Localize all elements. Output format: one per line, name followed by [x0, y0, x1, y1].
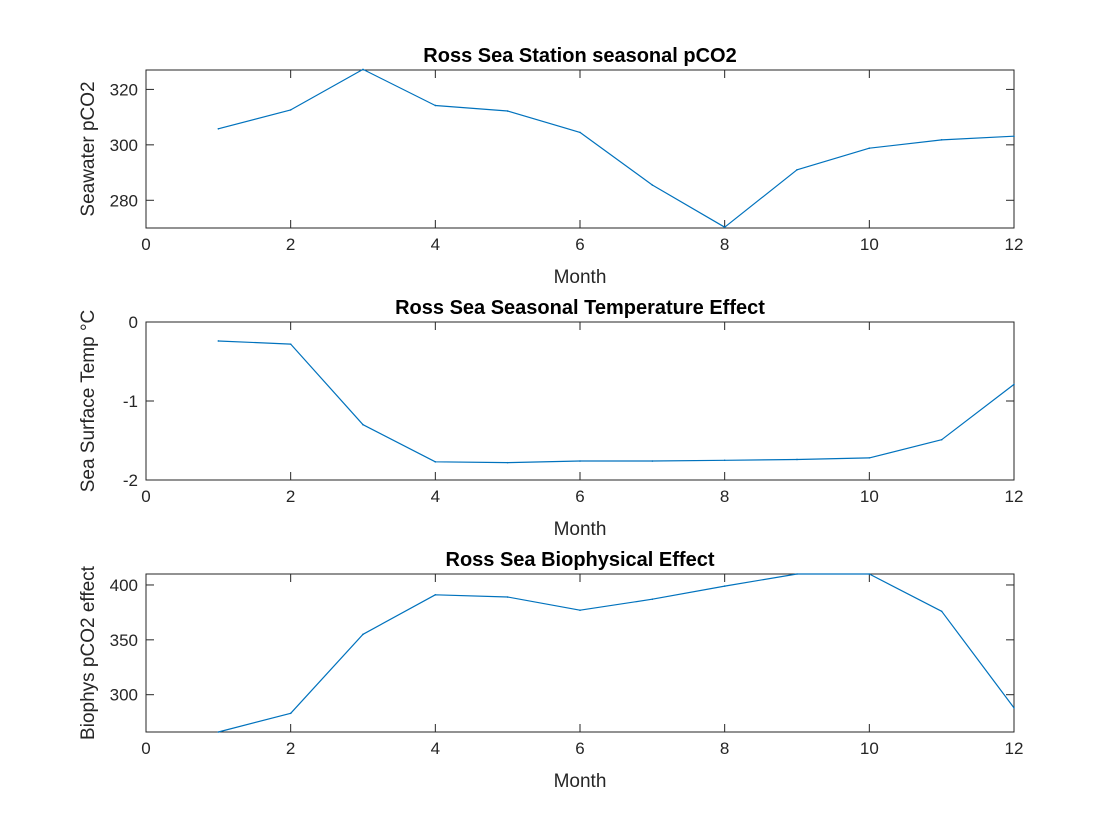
data-point	[506, 110, 509, 112]
y-tick-label: 0	[129, 313, 138, 332]
x-axis-label: Month	[554, 519, 607, 540]
data-point	[940, 438, 943, 441]
data-point	[217, 127, 220, 130]
x-axis-label: Month	[554, 771, 607, 792]
data-point	[362, 68, 364, 71]
y-tick-label: -1	[123, 392, 138, 411]
data-point	[723, 226, 726, 228]
x-tick-label: 6	[575, 235, 584, 254]
data-point	[940, 610, 943, 613]
x-tick-label: 2	[286, 739, 295, 758]
x-tick-label: 10	[860, 235, 879, 254]
x-tick-label: 4	[431, 235, 440, 254]
x-tick-label: 2	[286, 487, 295, 506]
x-tick-label: 4	[431, 487, 440, 506]
data-point	[796, 458, 798, 461]
data-point	[506, 461, 509, 464]
y-axis-label: Seawater pCO2	[78, 81, 99, 216]
x-axis-label: Month	[554, 267, 607, 288]
y-axis-label: Sea Surface Temp °C	[78, 310, 99, 493]
data-point	[217, 340, 220, 342]
data-point	[434, 104, 437, 107]
data-point	[289, 109, 292, 111]
y-tick-label: 350	[110, 631, 138, 650]
subplot-seawater-pco2: Ross Sea Station seasonal pCO2 Month Sea…	[78, 45, 1023, 288]
data-point	[1013, 707, 1015, 709]
plot-area	[145, 69, 1015, 229]
x-tick-label: 6	[575, 739, 584, 758]
chart-title: Ross Sea Seasonal Temperature Effect	[395, 297, 765, 319]
data-point	[723, 459, 726, 462]
data-point	[579, 460, 581, 462]
series-line	[218, 573, 1015, 733]
x-tick-label: 0	[141, 235, 150, 254]
data-point	[651, 598, 654, 601]
data-point	[1013, 383, 1015, 386]
plot-area	[145, 573, 1015, 733]
x-tick-label: 10	[860, 739, 879, 758]
x-tick-label: 6	[575, 487, 584, 506]
x-tick-label: 0	[141, 739, 150, 758]
y-tick-label: 300	[110, 686, 138, 705]
series-line	[218, 68, 1015, 228]
x-tick-label: 0	[141, 487, 150, 506]
x-tick-label: 4	[431, 739, 440, 758]
data-point	[723, 585, 726, 587]
data-point	[434, 461, 437, 463]
y-tick-label: 320	[110, 80, 138, 99]
data-point	[579, 609, 581, 612]
x-tick-label: 12	[1005, 487, 1024, 506]
data-point	[506, 596, 509, 598]
data-point	[796, 168, 798, 171]
data-point	[868, 457, 871, 459]
x-tick-label: 8	[720, 739, 729, 758]
data-point	[217, 731, 220, 733]
series-line	[218, 340, 1015, 464]
y-tick-label: 400	[110, 576, 138, 595]
subplot-temperature-effect: Ross Sea Seasonal Temperature Effect Mon…	[78, 297, 1023, 540]
plot-area	[145, 321, 1015, 481]
data-point	[651, 184, 654, 186]
data-point	[434, 594, 437, 596]
data-point	[868, 147, 871, 149]
data-point	[579, 131, 581, 134]
data-point	[940, 139, 943, 141]
x-tick-label: 10	[860, 487, 879, 506]
y-axis-label: Biophys pCO2 effect	[78, 565, 99, 740]
chart-title: Ross Sea Biophysical Effect	[446, 549, 715, 571]
data-point	[796, 573, 798, 575]
x-tick-label: 8	[720, 235, 729, 254]
y-tick-label: 280	[110, 191, 138, 210]
data-point	[868, 573, 871, 575]
data-point	[362, 423, 364, 426]
y-tick-label: 300	[110, 136, 138, 155]
y-tick-label: -2	[123, 471, 138, 490]
data-point	[651, 460, 654, 462]
x-tick-label: 2	[286, 235, 295, 254]
data-point	[1013, 135, 1015, 138]
data-point	[289, 712, 292, 715]
data-point	[289, 343, 292, 345]
data-point	[362, 633, 364, 636]
chart-title: Ross Sea Station seasonal pCO2	[423, 45, 736, 67]
x-tick-label: 12	[1005, 739, 1024, 758]
x-tick-label: 8	[720, 487, 729, 506]
subplot-biophysical-effect: Ross Sea Biophysical Effect Month Biophy…	[78, 549, 1023, 792]
x-tick-label: 12	[1005, 235, 1024, 254]
